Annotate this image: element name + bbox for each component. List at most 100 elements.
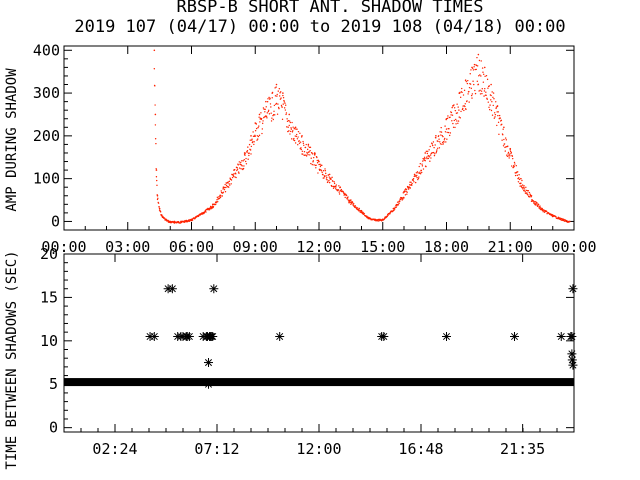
- top-data-point: [498, 114, 501, 117]
- top-data-point: [217, 201, 219, 203]
- top-data-point: [281, 106, 283, 108]
- top-data-point: [428, 155, 430, 157]
- top-data-point: [283, 101, 285, 103]
- top-data-point: [433, 151, 435, 154]
- top-data-point: [292, 139, 295, 141]
- top-data-point: [347, 196, 349, 198]
- top-data-point: [292, 130, 294, 132]
- bottom-data-point: [510, 331, 519, 341]
- top-data-point: [506, 154, 508, 156]
- top-data-point: [442, 143, 445, 145]
- top-data-point: [315, 167, 317, 169]
- top-data-point: [422, 168, 425, 170]
- top-data-point: [271, 91, 274, 94]
- bottom-data-point: [184, 331, 194, 341]
- top-data-point: [345, 194, 348, 197]
- top-data-point: [444, 131, 447, 133]
- top-data-point: [502, 128, 504, 130]
- top-data-point: [423, 159, 425, 161]
- top-data-point: [441, 141, 444, 144]
- top-data-point: [312, 156, 315, 159]
- top-data-point: [272, 114, 275, 116]
- top-data-point: [301, 150, 304, 152]
- top-data-point: [310, 162, 312, 165]
- top-data-point: [406, 191, 408, 193]
- top-data-point: [526, 192, 528, 194]
- top-data-point: [474, 92, 477, 95]
- asterisk-stroke: [168, 285, 176, 293]
- top-data-point: [275, 83, 278, 86]
- top-data-point: [455, 118, 457, 121]
- top-data-point: [312, 160, 315, 162]
- top-data-point: [265, 100, 267, 103]
- top-data-point: [241, 165, 243, 167]
- top-data-point: [222, 188, 224, 190]
- top-data-point: [256, 139, 258, 141]
- top-data-point: [216, 196, 219, 199]
- top-data-point: [211, 207, 213, 209]
- top-data-point: [299, 132, 301, 135]
- top-data-point: [235, 173, 237, 175]
- top-data-point: [266, 112, 268, 114]
- top-data-point: [191, 219, 194, 221]
- top-data-point: [229, 177, 231, 179]
- top-data-point: [431, 144, 434, 147]
- top-data-point: [466, 100, 468, 102]
- top-ytick-label: 400: [33, 41, 60, 59]
- top-data-point: [300, 148, 302, 151]
- top-data-point: [492, 96, 494, 99]
- top-data-point: [283, 99, 285, 102]
- top-data-point: [358, 208, 361, 210]
- top-data-point: [346, 198, 349, 200]
- top-data-point: [261, 128, 264, 130]
- top-data-point: [327, 181, 329, 183]
- top-data-point: [481, 92, 483, 95]
- top-data-point: [320, 169, 322, 171]
- top-data-point: [479, 93, 482, 95]
- top-data-point: [413, 181, 415, 183]
- top-data-point: [500, 119, 503, 122]
- top-data-point: [489, 104, 491, 106]
- top-data-point: [536, 201, 538, 204]
- top-data-point: [320, 170, 323, 172]
- top-data-point: [451, 120, 453, 122]
- top-data-point: [407, 186, 409, 188]
- top-data-point: [258, 116, 260, 118]
- top-data-point: [272, 114, 274, 117]
- top-data-point: [156, 179, 158, 182]
- top-data-point: [236, 168, 239, 170]
- top-data-point: [250, 135, 252, 137]
- top-data-point: [313, 164, 315, 166]
- top-data-point: [472, 80, 474, 82]
- top-panel: 0 100 200 300 400 00:00 03:00 06:00 09:00 12:00 15…: [33, 41, 597, 256]
- top-data-point: [289, 130, 292, 133]
- top-data-point: [261, 122, 264, 125]
- top-data-point: [291, 131, 294, 133]
- top-data-point: [521, 184, 524, 186]
- top-data-point: [489, 108, 491, 111]
- top-data-point: [256, 135, 259, 137]
- top-data-point: [464, 79, 467, 82]
- top-data-point: [278, 88, 281, 90]
- top-data-point: [490, 94, 492, 97]
- top-data-point: [244, 154, 246, 156]
- top-data-point: [270, 120, 273, 122]
- top-data-point: [323, 177, 325, 179]
- top-data-point: [426, 152, 429, 155]
- top-data-point: [205, 211, 207, 213]
- top-data-point: [252, 131, 254, 133]
- top-data-point: [300, 136, 303, 138]
- top-xtick-label: 18:00: [424, 238, 469, 256]
- top-data-point: [405, 188, 408, 191]
- top-data-point: [236, 169, 238, 172]
- top-data-point: [446, 138, 448, 140]
- top-data-point: [296, 138, 299, 140]
- top-data-point: [471, 93, 474, 95]
- top-data-point: [473, 63, 476, 66]
- top-data-point: [283, 107, 286, 109]
- top-data-point: [305, 143, 307, 146]
- top-data-point: [424, 152, 427, 154]
- top-data-point: [423, 158, 425, 160]
- top-data-point: [422, 160, 424, 162]
